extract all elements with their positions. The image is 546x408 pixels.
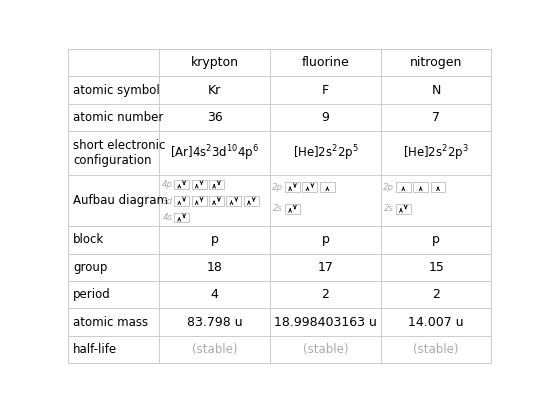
- Text: 4p: 4p: [162, 180, 173, 189]
- Text: N: N: [431, 84, 441, 97]
- Text: p: p: [211, 233, 218, 246]
- Text: 17: 17: [318, 261, 334, 274]
- Text: 2s: 2s: [274, 204, 283, 213]
- Text: 2s: 2s: [384, 204, 394, 213]
- Text: 3d: 3d: [162, 197, 173, 206]
- FancyBboxPatch shape: [396, 204, 411, 213]
- Text: 18.998403163 u: 18.998403163 u: [274, 315, 377, 328]
- FancyBboxPatch shape: [413, 182, 428, 192]
- FancyBboxPatch shape: [192, 180, 206, 189]
- Text: Aufbau diagram: Aufbau diagram: [73, 194, 168, 207]
- Text: 2p: 2p: [383, 183, 394, 192]
- Text: 4s: 4s: [163, 213, 173, 222]
- Text: 15: 15: [428, 261, 444, 274]
- Text: atomic number: atomic number: [73, 111, 164, 124]
- FancyBboxPatch shape: [285, 204, 300, 213]
- FancyBboxPatch shape: [174, 196, 189, 206]
- Text: (stable): (stable): [413, 343, 459, 356]
- Text: atomic mass: atomic mass: [73, 315, 149, 328]
- Text: group: group: [73, 261, 108, 274]
- Text: 9: 9: [322, 111, 329, 124]
- Text: (stable): (stable): [303, 343, 348, 356]
- Text: $\mathregular{[He]2s^22p^5}$: $\mathregular{[He]2s^22p^5}$: [293, 143, 358, 163]
- Text: nitrogen: nitrogen: [410, 56, 462, 69]
- Text: (stable): (stable): [192, 343, 238, 356]
- Text: short electronic
configuration: short electronic configuration: [73, 139, 165, 167]
- Text: p: p: [322, 233, 329, 246]
- Text: p: p: [432, 233, 440, 246]
- FancyBboxPatch shape: [209, 196, 224, 206]
- Text: 2: 2: [432, 288, 440, 301]
- FancyBboxPatch shape: [174, 180, 189, 189]
- Text: fluorine: fluorine: [301, 56, 349, 69]
- Text: 7: 7: [432, 111, 440, 124]
- FancyBboxPatch shape: [302, 182, 317, 192]
- Text: half-life: half-life: [73, 343, 117, 356]
- Text: 2p: 2p: [272, 183, 283, 192]
- FancyBboxPatch shape: [174, 213, 189, 222]
- Text: $\mathregular{[Ar]4s^23d^{10}4p^6}$: $\mathregular{[Ar]4s^23d^{10}4p^6}$: [170, 143, 259, 163]
- FancyBboxPatch shape: [431, 182, 446, 192]
- FancyBboxPatch shape: [227, 196, 241, 206]
- Text: krypton: krypton: [191, 56, 239, 69]
- Text: 18: 18: [207, 261, 223, 274]
- Text: atomic symbol: atomic symbol: [73, 84, 160, 97]
- FancyBboxPatch shape: [209, 180, 224, 189]
- Text: period: period: [73, 288, 111, 301]
- Text: 4: 4: [211, 288, 218, 301]
- FancyBboxPatch shape: [192, 196, 206, 206]
- Text: Kr: Kr: [208, 84, 221, 97]
- Text: 14.007 u: 14.007 u: [408, 315, 464, 328]
- Text: 83.798 u: 83.798 u: [187, 315, 242, 328]
- Text: F: F: [322, 84, 329, 97]
- Text: 36: 36: [207, 111, 223, 124]
- FancyBboxPatch shape: [396, 182, 411, 192]
- Text: 2: 2: [322, 288, 329, 301]
- FancyBboxPatch shape: [285, 182, 300, 192]
- FancyBboxPatch shape: [244, 196, 259, 206]
- FancyBboxPatch shape: [320, 182, 335, 192]
- Text: $\mathregular{[He]2s^22p^3}$: $\mathregular{[He]2s^22p^3}$: [403, 143, 469, 163]
- Text: block: block: [73, 233, 105, 246]
